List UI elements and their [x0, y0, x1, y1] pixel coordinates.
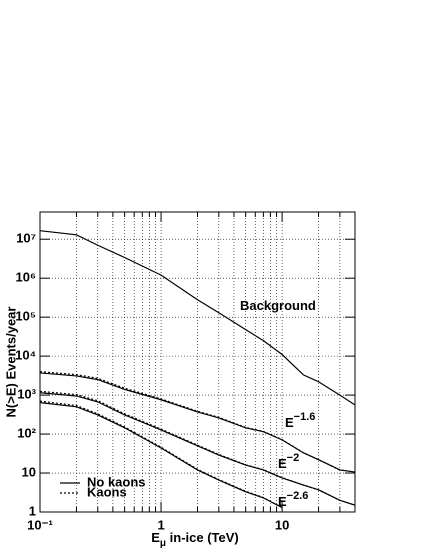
annotation-text: E — [278, 494, 287, 509]
annotation-sup: −2.6 — [287, 490, 309, 502]
series-annotation: E−2.6 — [278, 490, 308, 510]
y-tick-label: 1 — [29, 503, 36, 518]
legend-label: No kaons — [87, 474, 146, 489]
y-tick-label: 10⁵ — [15, 309, 36, 324]
plot-lines — [40, 230, 355, 509]
annotation-text: Background — [240, 298, 316, 313]
x-label-part: in-ice (TeV) — [166, 530, 239, 545]
series-annotation: E−2 — [278, 452, 299, 472]
x-label-sub: μ — [160, 538, 166, 549]
x-tick-label: 1 — [157, 517, 164, 532]
y-tick-label: 10² — [17, 426, 36, 441]
legend-label: Kaons — [87, 484, 127, 499]
x-axis-label: Eμ in-ice (TeV) — [151, 530, 239, 548]
series-line — [40, 372, 355, 473]
series-annotation: E−1.6 — [285, 411, 315, 431]
y-tick-label: 10³ — [17, 387, 36, 402]
series-line — [40, 400, 283, 509]
annotation-sup: −2 — [287, 452, 300, 464]
annotation-text: E — [278, 456, 287, 471]
y-axis-label: N(>E) Events/year — [3, 307, 18, 418]
y-tick-label: 10⁴ — [15, 348, 36, 363]
series-line — [40, 230, 355, 406]
x-label-part: E — [151, 530, 160, 545]
x-tick-label: 10 — [275, 517, 289, 532]
series-annotation: Background — [240, 298, 316, 313]
series-line — [40, 390, 355, 506]
y-tick-label: 10 — [22, 464, 36, 479]
y-tick-label: 10⁶ — [16, 270, 36, 285]
x-tick-label: 10⁻¹ — [27, 517, 53, 532]
annotation-sup: −1.6 — [294, 411, 316, 423]
y-tick-label: 10⁷ — [16, 231, 36, 246]
annotation-text: E — [285, 415, 294, 430]
